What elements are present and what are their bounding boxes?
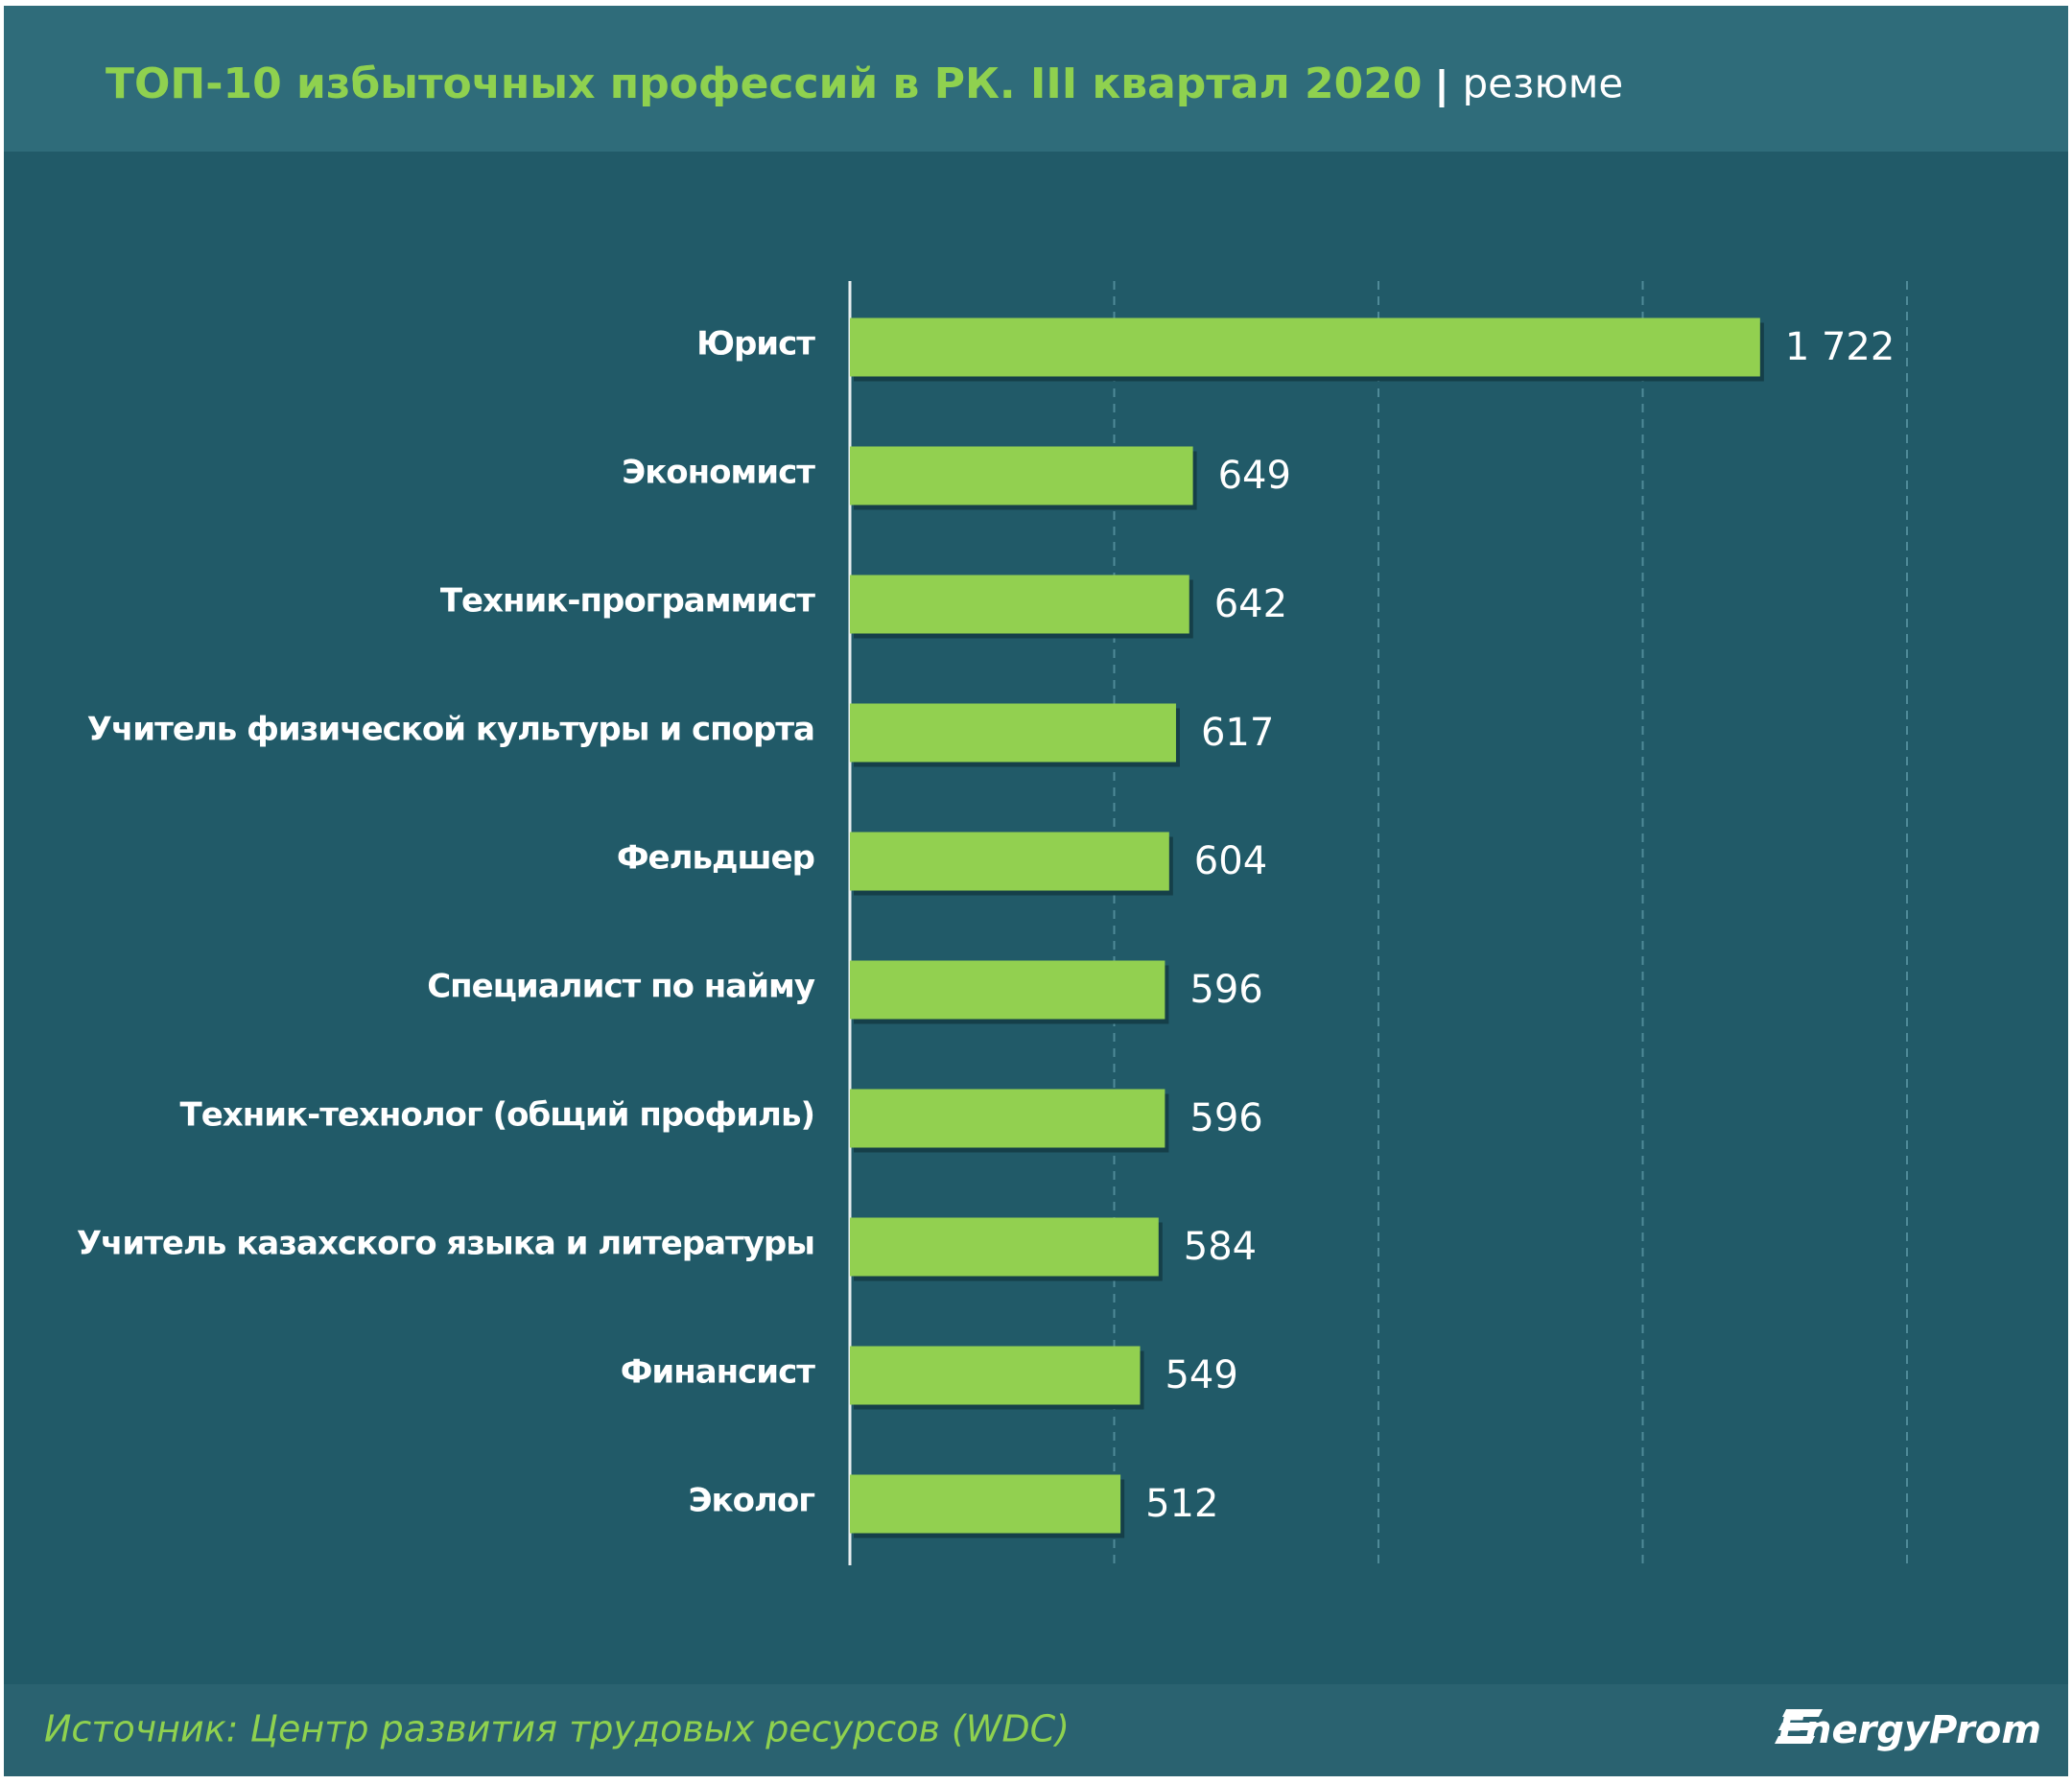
value-label: 596 xyxy=(1189,1096,1262,1140)
value-label: 512 xyxy=(1145,1482,1218,1526)
y-tick-label: Финансист xyxy=(621,1353,816,1392)
bar xyxy=(850,1346,1141,1405)
bar xyxy=(850,575,1189,634)
y-tick-label: Учитель казахского языка и литературы xyxy=(77,1225,814,1263)
bar xyxy=(850,832,1169,891)
value-label: 649 xyxy=(1218,454,1291,498)
value-label: 584 xyxy=(1184,1225,1257,1269)
logo-text: EnergyProm xyxy=(1778,1708,2041,1752)
y-tick-label: Экономист xyxy=(622,454,815,492)
value-label: 549 xyxy=(1165,1353,1237,1397)
unit-label: резюме xyxy=(1463,60,1624,107)
value-label: 642 xyxy=(1214,582,1287,626)
chart-title: ТОП-10 избыточных профессий в РК. III кв… xyxy=(106,59,1423,108)
logo: EnergyProm xyxy=(1775,1708,2041,1752)
y-tick-label: Эколог xyxy=(689,1482,815,1520)
y-tick-label: Техник-программист xyxy=(440,582,815,621)
value-label: 604 xyxy=(1194,839,1267,883)
source-note: Источник: Центр развития трудовых ресурс… xyxy=(44,1708,1070,1750)
title-separator xyxy=(1439,69,1445,107)
y-tick-label: Юрист xyxy=(696,325,815,364)
y-tick-label: Техник-технолог (общий профиль) xyxy=(180,1096,814,1135)
value-label: 617 xyxy=(1201,711,1274,755)
bar xyxy=(850,1089,1166,1148)
bar xyxy=(850,703,1176,763)
value-label: 596 xyxy=(1189,968,1262,1012)
bar xyxy=(850,446,1193,505)
bar xyxy=(850,1474,1121,1534)
y-tick-label: Фельдшер xyxy=(617,839,814,878)
bar xyxy=(850,317,1760,377)
bar xyxy=(850,960,1166,1020)
header-band xyxy=(4,6,2068,152)
bar xyxy=(850,1217,1159,1277)
y-tick-label: Учитель физической культуры и спорта xyxy=(87,711,814,749)
footer-band xyxy=(4,1684,2068,1776)
value-label: 1 722 xyxy=(1785,325,1895,369)
y-tick-label: Специалист по найму xyxy=(427,968,815,1006)
logo-icon xyxy=(1775,1709,1823,1744)
